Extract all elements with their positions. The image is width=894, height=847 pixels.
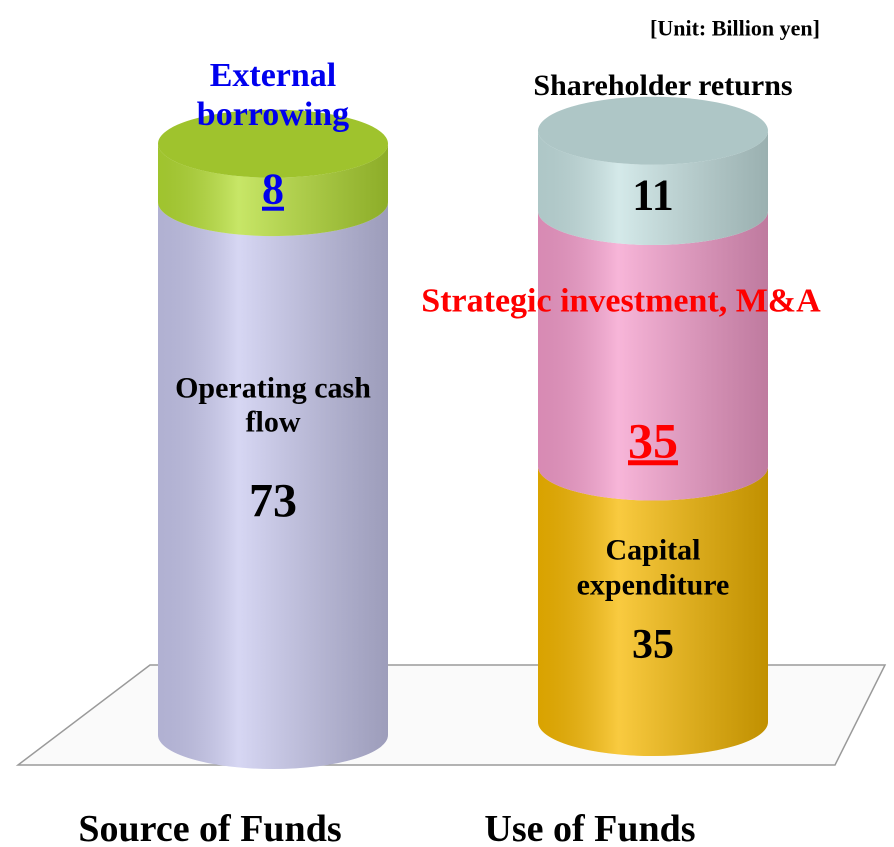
cylinder-cap-shade <box>538 96 768 165</box>
unit-annotation: [Unit: Billion yen] <box>650 15 820 41</box>
segment-shade <box>538 211 768 501</box>
series-label: Operating cash flow <box>175 371 371 439</box>
series-label: Strategic investment, M&A <box>421 282 821 320</box>
category-label: Use of Funds <box>484 808 696 847</box>
value-label: 73 <box>249 473 297 527</box>
value-label: 35 <box>632 622 674 669</box>
value-label: 8 <box>262 164 284 214</box>
segment-shade <box>158 202 388 769</box>
cylinder-cap <box>158 109 388 178</box>
segment-shade <box>158 143 388 237</box>
segment-shade <box>538 466 768 756</box>
series-label: External borrowing <box>196 56 350 133</box>
cylinder-cap <box>538 96 768 165</box>
series-label: Shareholder returns <box>533 68 793 102</box>
cylinder-cap-shade <box>158 109 388 178</box>
value-label: 35 <box>628 412 678 468</box>
segment-shade <box>538 130 768 245</box>
category-label: Source of Funds <box>78 808 342 847</box>
value-label: 11 <box>632 170 674 220</box>
series-label: Capital expenditure <box>576 533 730 602</box>
